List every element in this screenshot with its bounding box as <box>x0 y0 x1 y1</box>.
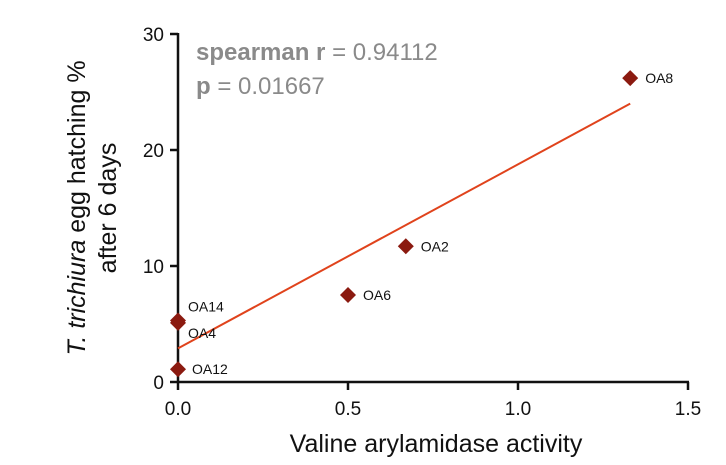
stat-p-value: = 0.01667 <box>211 73 325 100</box>
data-point-oa12 <box>170 361 186 378</box>
data-point-oa4 <box>170 314 186 331</box>
point-label-oa6: OA6 <box>363 287 391 303</box>
y-ticks: 0 10 20 30 <box>143 25 178 394</box>
stat-line-p: p = 0.01667 <box>196 73 325 100</box>
regression-line <box>177 102 631 350</box>
x-ticks: 0.0 0.5 1.0 1.5 <box>165 382 701 420</box>
y-tick-label: 10 <box>143 257 164 278</box>
y-tick-label: 0 <box>153 373 164 394</box>
data-points: OA8 OA2 OA6 OA14 OA4 OA12 <box>170 70 673 378</box>
x-tick-label: 1.0 <box>505 399 531 420</box>
data-point-oa6 <box>340 287 356 303</box>
data-point-oa2 <box>397 238 414 255</box>
point-label-oa8: OA8 <box>645 70 673 86</box>
stat-spearman-value: = 0.94112 <box>325 39 437 66</box>
point-label-oa12: OA12 <box>192 361 228 377</box>
y-tick-label: 20 <box>143 141 164 162</box>
point-label-oa4: OA4 <box>188 325 216 341</box>
y-axis-title-rest: egg hatching % <box>63 60 91 239</box>
y-axis-title-species: T. trichiura <box>63 240 91 356</box>
point-label-oa2: OA2 <box>421 238 449 254</box>
y-axis-title: T. trichiura egg hatching % after 6 days <box>63 60 122 355</box>
x-axis-title: Valine arylamidase activity <box>290 430 583 458</box>
stat-line-spearman: spearman r = 0.94112 <box>196 39 438 66</box>
x-tick-label: 0.5 <box>335 399 361 420</box>
y-axis-title-line1: T. trichiura egg hatching % <box>63 60 91 355</box>
x-tick-label: 0.0 <box>165 399 191 420</box>
stat-p-key: p <box>196 73 211 100</box>
y-tick-label: 30 <box>143 25 164 46</box>
stat-spearman-key: spearman r <box>196 39 325 66</box>
data-point-oa8 <box>622 70 639 87</box>
y-axis-title-line2: after 6 days <box>94 143 122 274</box>
point-label-oa14: OA14 <box>188 299 224 315</box>
x-tick-label: 1.5 <box>675 399 701 420</box>
